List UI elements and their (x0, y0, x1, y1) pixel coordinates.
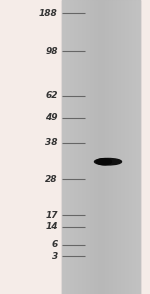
Bar (139, 0, 140, 294)
Bar (100, 0, 101, 294)
Bar (88, 0, 90, 294)
Bar (68, 0, 69, 294)
Bar (118, 0, 119, 294)
Bar (138, 0, 139, 294)
Bar (131, 0, 132, 294)
Text: 3: 3 (51, 252, 58, 261)
Text: 14: 14 (45, 223, 58, 231)
Bar (117, 0, 118, 294)
Bar (125, 0, 126, 294)
Text: 188: 188 (39, 9, 58, 18)
Bar (109, 0, 110, 294)
Bar (136, 0, 138, 294)
Bar (74, 0, 75, 294)
Bar (97, 0, 99, 294)
Bar (80, 0, 82, 294)
Bar (87, 0, 88, 294)
Bar (93, 0, 95, 294)
Text: 17: 17 (45, 211, 58, 220)
Bar (106, 0, 108, 294)
Bar (99, 0, 100, 294)
Bar (95, 0, 96, 294)
Text: 28: 28 (45, 175, 58, 184)
Ellipse shape (97, 159, 111, 165)
Bar (114, 0, 116, 294)
Bar (92, 0, 93, 294)
Bar (70, 0, 71, 294)
Bar (126, 0, 127, 294)
Text: 98: 98 (45, 47, 58, 56)
Bar (130, 0, 131, 294)
Text: 38: 38 (45, 138, 58, 147)
Bar (110, 0, 112, 294)
Bar (121, 0, 122, 294)
Bar (90, 0, 91, 294)
Bar (127, 0, 129, 294)
Text: 6: 6 (51, 240, 58, 249)
Bar (123, 0, 125, 294)
Bar (105, 0, 106, 294)
Bar (64, 0, 65, 294)
Bar (101, 0, 103, 294)
Bar (82, 0, 83, 294)
Bar (103, 0, 104, 294)
Bar (132, 0, 134, 294)
Bar (129, 0, 130, 294)
Bar (96, 0, 97, 294)
Bar (78, 0, 79, 294)
Bar (62, 0, 64, 294)
Bar (75, 0, 76, 294)
Bar (116, 0, 117, 294)
Bar (119, 0, 121, 294)
Bar (108, 0, 109, 294)
Bar (83, 0, 84, 294)
Bar (135, 0, 136, 294)
Bar (79, 0, 80, 294)
Bar (84, 0, 86, 294)
Bar (71, 0, 73, 294)
Bar (66, 0, 68, 294)
Text: 49: 49 (45, 113, 58, 122)
Bar (65, 0, 66, 294)
Ellipse shape (94, 158, 122, 165)
Bar (73, 0, 74, 294)
Bar (91, 0, 92, 294)
Bar (62, 0, 140, 294)
Bar (122, 0, 123, 294)
Bar (134, 0, 135, 294)
Bar (112, 0, 113, 294)
Bar (113, 0, 114, 294)
Bar (104, 0, 105, 294)
Bar (69, 0, 70, 294)
Bar (86, 0, 87, 294)
Text: 62: 62 (45, 91, 58, 100)
Bar (76, 0, 78, 294)
